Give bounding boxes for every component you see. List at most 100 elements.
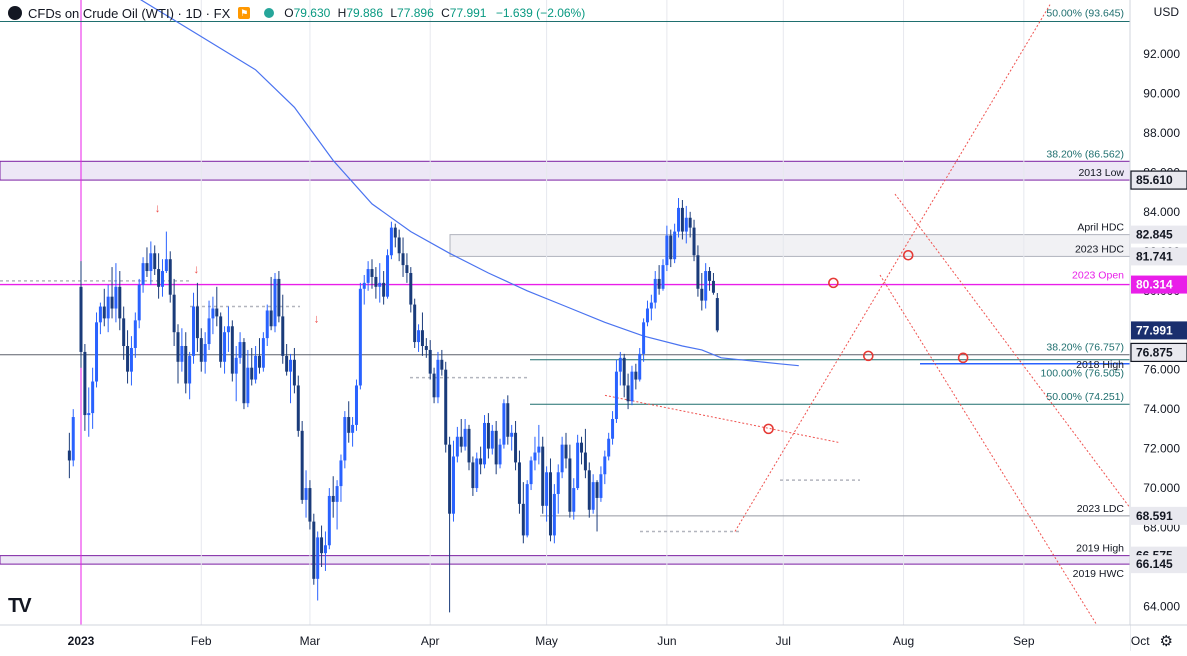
candle-body (230, 326, 234, 374)
price-tick-label: 74.000 (1143, 402, 1180, 416)
candle-body (420, 330, 424, 347)
candle (692, 219, 696, 262)
candle-body (432, 373, 436, 398)
candle (572, 478, 576, 520)
candle-body (335, 486, 339, 502)
candle (669, 229, 673, 268)
candle-body (145, 263, 149, 272)
candle-body (199, 338, 203, 362)
background-layer (0, 0, 1141, 625)
level-label: 2018 High (1076, 359, 1124, 371)
time-tick-label: May (535, 634, 558, 648)
level-label: 2023 HDC (1075, 243, 1124, 255)
candle (455, 426, 459, 463)
candle (265, 304, 269, 347)
candle-body (455, 436, 459, 457)
candle (168, 251, 172, 303)
candle-body (517, 462, 521, 504)
candle-body (261, 338, 265, 368)
price-tag-bg (1131, 275, 1187, 294)
candle (184, 332, 188, 394)
candle-body (603, 456, 607, 475)
candle-body (110, 296, 114, 309)
price-tag: 81.741 (1131, 247, 1187, 266)
candle (339, 454, 343, 502)
symbol-title[interactable]: CFDs on Crude Oil (WTI) · 1D · FX (28, 5, 231, 21)
price-tag-label: 66.145 (1136, 557, 1173, 571)
candle (428, 340, 432, 380)
price-tick-label: 84.000 (1143, 205, 1180, 219)
candle-body (533, 452, 537, 461)
candle (176, 324, 180, 384)
time-tick-label: Mar (300, 634, 321, 648)
candle-body (630, 371, 634, 402)
candle (292, 347, 296, 394)
time-tick-label: Apr (421, 634, 440, 648)
candle (529, 456, 533, 491)
settings-gear-icon[interactable]: ⚙ (1159, 633, 1173, 650)
candle-body (397, 237, 401, 254)
candle (630, 365, 634, 406)
price-tag-bg (1131, 555, 1187, 574)
candle (219, 312, 223, 368)
candle (358, 282, 362, 390)
candle (611, 411, 615, 445)
down-arrow-marker: ↓ (314, 311, 320, 325)
candle (525, 480, 529, 538)
candle-body (354, 385, 358, 425)
candle-body (331, 495, 335, 502)
candle-body (677, 207, 681, 232)
candle (71, 409, 75, 467)
candle-body (118, 286, 122, 319)
candle (226, 306, 230, 352)
candle-body (696, 255, 700, 289)
candle (409, 267, 413, 313)
ohlc-readout: O79.630 H79.886 L77.896 C77.991 −1.639 (… (284, 6, 586, 20)
candle-body (281, 316, 285, 356)
price-tag: 82.845 (1131, 225, 1187, 244)
level-label: 38.20% (86.562) (1046, 148, 1124, 160)
candle-body (545, 472, 549, 506)
candle-body (188, 355, 192, 384)
candle-body (304, 488, 308, 500)
candle (149, 241, 153, 285)
candle (556, 464, 560, 514)
currency-label[interactable]: USD (1153, 5, 1179, 19)
candle-body (254, 355, 258, 380)
candle (517, 450, 521, 514)
candle (684, 205, 688, 244)
candle (514, 420, 518, 471)
candle-body (448, 444, 452, 514)
candle (704, 263, 708, 309)
candle-body (502, 403, 506, 445)
candle-body (393, 227, 397, 238)
price-tag: 68.591 (1131, 506, 1187, 525)
market-status-icon (264, 8, 275, 18)
candle-body (122, 318, 126, 347)
pivot-circle-marker (957, 352, 969, 364)
flag-icon[interactable]: ⚑ (238, 7, 251, 19)
candle (172, 278, 176, 347)
moving-average-line (140, 0, 799, 367)
candle (649, 294, 653, 321)
candle (475, 452, 479, 493)
candle (645, 300, 649, 327)
candle-body (653, 278, 657, 303)
price-tag-bg (1131, 225, 1187, 244)
price-tick-label: 90.000 (1143, 86, 1180, 100)
candle-body (203, 344, 207, 362)
price-tag-bg (1131, 506, 1187, 525)
candle-body (715, 298, 719, 331)
candle (203, 332, 207, 374)
candle-body (269, 310, 273, 327)
candle-body (436, 359, 440, 398)
candle-body (700, 288, 704, 301)
candle-body (708, 271, 712, 281)
time-tick-label: Sep (1013, 634, 1035, 648)
candle-body (192, 306, 196, 356)
candle (479, 446, 483, 475)
candle (653, 271, 657, 309)
candle-body (548, 472, 552, 536)
descending-trendline (604, 394, 841, 444)
